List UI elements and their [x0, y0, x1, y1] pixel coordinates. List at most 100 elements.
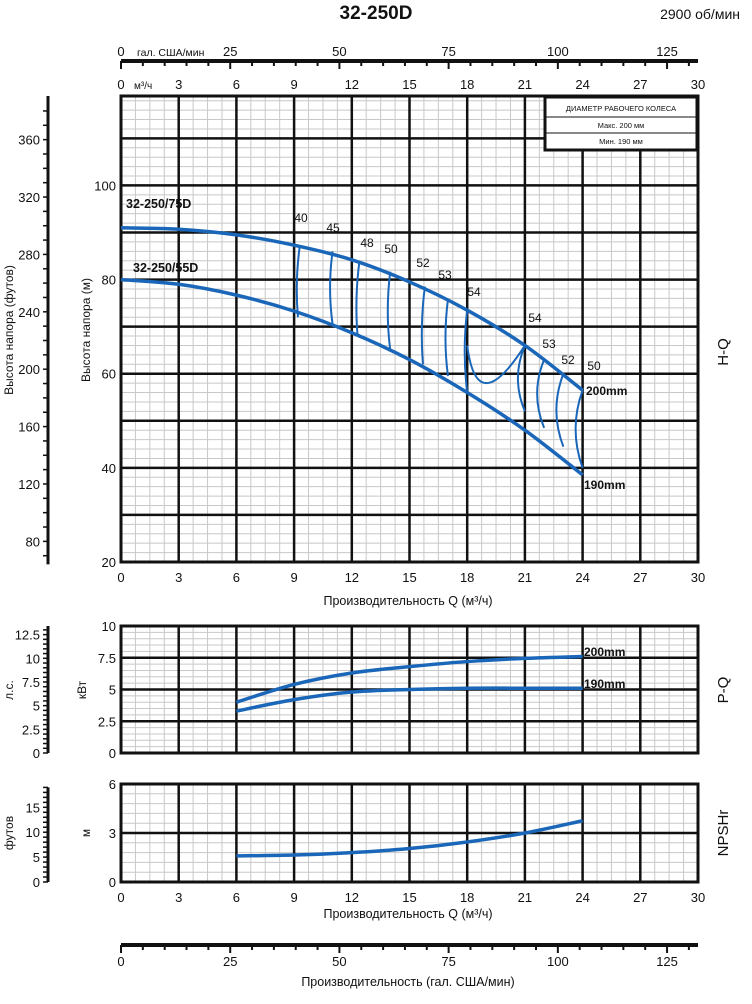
efficiency-contour	[516, 345, 526, 412]
pq-y-tick-label: 2.5	[98, 714, 116, 729]
top-m3h-tick-label: 21	[518, 77, 532, 92]
npsh-x-tick-label: 0	[117, 890, 124, 905]
npsh-x-tick-label: 21	[518, 890, 532, 905]
hq-side-label: H-Q	[715, 338, 732, 366]
hq-x-tick-label: 3	[175, 570, 182, 585]
series-190-model-label: 32-250/55D	[133, 261, 198, 275]
pq-y-axis-label: кВт	[75, 680, 89, 699]
hq-y2-tick-label: 360	[18, 133, 40, 148]
hq-panel: 0 3 6 9 12 15 18 21 24 27 30 20 40 60 80 100 80 120 160 20…	[2, 94, 732, 608]
hq-y-tick-label: 40	[102, 461, 116, 476]
hq-y2-tick-label: 200	[18, 362, 40, 377]
speed-label: 2900 об/мин	[660, 6, 740, 22]
top-m3h-tick-label: 15	[402, 77, 416, 92]
hq-y2-tick-label: 160	[18, 420, 40, 435]
hq-y-tick-label: 100	[94, 178, 116, 193]
bottom-gpm-tick-label: 125	[656, 954, 678, 969]
top-gpm-tick-label: 100	[547, 44, 569, 59]
efficiency-contour	[463, 310, 469, 393]
npsh-y2-tick-label: 10	[26, 825, 40, 840]
top-gpm-tick-label: 50	[332, 44, 346, 59]
pq-y-tick-label: 0	[109, 746, 116, 761]
efficiency-contour	[295, 245, 301, 318]
pq-y2-tick-label: 2.5	[22, 722, 40, 737]
plot-frame	[119, 624, 700, 755]
hq-y-tick-label: 60	[102, 367, 116, 382]
efficiency-label: 50	[587, 359, 601, 373]
pq-side-label: P-Q	[715, 677, 732, 704]
npsh-y2-tick-label: 15	[26, 800, 40, 815]
npsh-x-tick-label: 24	[575, 890, 589, 905]
npsh-x-tick-label: 18	[460, 890, 474, 905]
top-m3h-tick-label: 12	[345, 77, 359, 92]
bottom-gpm-tick-label: 50	[332, 954, 346, 969]
pq-y2-tick-label: 0	[33, 746, 40, 761]
top-m3h-axis: 0 3 6 9 12 15 18 21 24 27 30 м³/ч	[117, 77, 705, 92]
series-200-model-label: 32-250/75D	[126, 197, 191, 211]
pq-curve-190mm	[236, 686, 583, 713]
efficiency-label: 52	[416, 256, 430, 270]
efficiency-label: 50	[384, 242, 398, 256]
plot-frame	[119, 782, 700, 884]
hq-x-tick-label: 24	[575, 570, 589, 585]
efficiency-contour	[555, 373, 565, 448]
pq-y-tick-label: 10	[102, 619, 116, 634]
pq-y2-tick-label: 5	[33, 699, 40, 714]
series-190-name-label: 190mm	[584, 478, 625, 492]
npsh-y2-axis-label: футов	[2, 816, 16, 850]
bottom-gpm-axis: 0 25 50 75 100 125 Производительность (гал. С…	[117, 943, 698, 989]
npsh-x-tick-label: 27	[633, 890, 647, 905]
npsh-x-tick-label: 30	[691, 890, 705, 905]
pq-curve-200mm	[235, 654, 583, 704]
npsh-x-tick-label: 15	[402, 890, 416, 905]
legend-max: Макс. 200 мм	[598, 121, 645, 130]
hq-y2-tick-label: 320	[18, 190, 40, 205]
efficiency-label: 54	[528, 311, 542, 325]
pq-y-tick-label: 5	[109, 683, 116, 698]
bottom-gpm-axis-label: Производительность (гал. США/мин)	[301, 975, 514, 989]
hq-x-tick-label: 30	[691, 570, 705, 585]
bottom-gpm-tick-label: 75	[441, 954, 455, 969]
hq-y2-tick-label: 240	[18, 305, 40, 320]
top-m3h-tick-label: 0	[117, 77, 124, 92]
hq-y2-tick-label: 80	[26, 534, 40, 549]
efficiency-label: 52	[561, 353, 575, 367]
hq-y2-tick-label: 280	[18, 247, 40, 262]
top-m3h-tick-label: 18	[460, 77, 474, 92]
top-m3h-tick-label: 9	[290, 77, 297, 92]
efficiency-contour	[329, 251, 334, 325]
top-m3h-tick-label: 6	[233, 77, 240, 92]
efficiency-label: 54	[467, 285, 481, 299]
npsh-y-tick-label: 3	[109, 826, 116, 841]
npsh-x-tick-label: 6	[233, 890, 240, 905]
npsh-side-label: NPSHr	[715, 810, 732, 857]
chart-title: 32-250D	[340, 3, 413, 24]
pq-y2-tick-label: 12.5	[15, 628, 40, 643]
npsh-x-tick-label: 9	[290, 890, 297, 905]
npsh-y2-tick-label: 0	[33, 875, 40, 890]
npsh-curve	[236, 819, 583, 858]
efficiency-contour	[536, 359, 546, 429]
hq-y-tick-label: 80	[102, 273, 116, 288]
top-gpm-tick-label: 75	[441, 44, 455, 59]
pq-series-200-label: 200mm	[584, 645, 625, 659]
top-m3h-tick-label: 27	[633, 77, 647, 92]
hq-x-tick-label: 6	[233, 570, 240, 585]
npsh-y-tick-label: 0	[109, 875, 116, 890]
pq-y2-tick-label: 7.5	[22, 675, 40, 690]
efficiency-contour	[420, 286, 426, 365]
hq-y2-axis-label: Высота напора (футов)	[2, 265, 16, 395]
pq-y2-tick-label: 10	[26, 651, 40, 666]
hq-x-tick-label: 0	[117, 570, 124, 585]
top-m3h-tick-label: 24	[575, 77, 589, 92]
hq-x-tick-label: 15	[402, 570, 416, 585]
efficiency-label: 40	[294, 211, 308, 225]
npsh-x-tick-label: 12	[345, 890, 359, 905]
efficiency-contour	[386, 271, 392, 351]
npsh-x-tick-label: 3	[175, 890, 182, 905]
top-gpm-unit: гал. США/мин	[137, 47, 205, 59]
efficiency-contour	[574, 389, 584, 469]
efficiency-label: 45	[326, 221, 340, 235]
top-gpm-tick-label: 0	[117, 44, 124, 59]
